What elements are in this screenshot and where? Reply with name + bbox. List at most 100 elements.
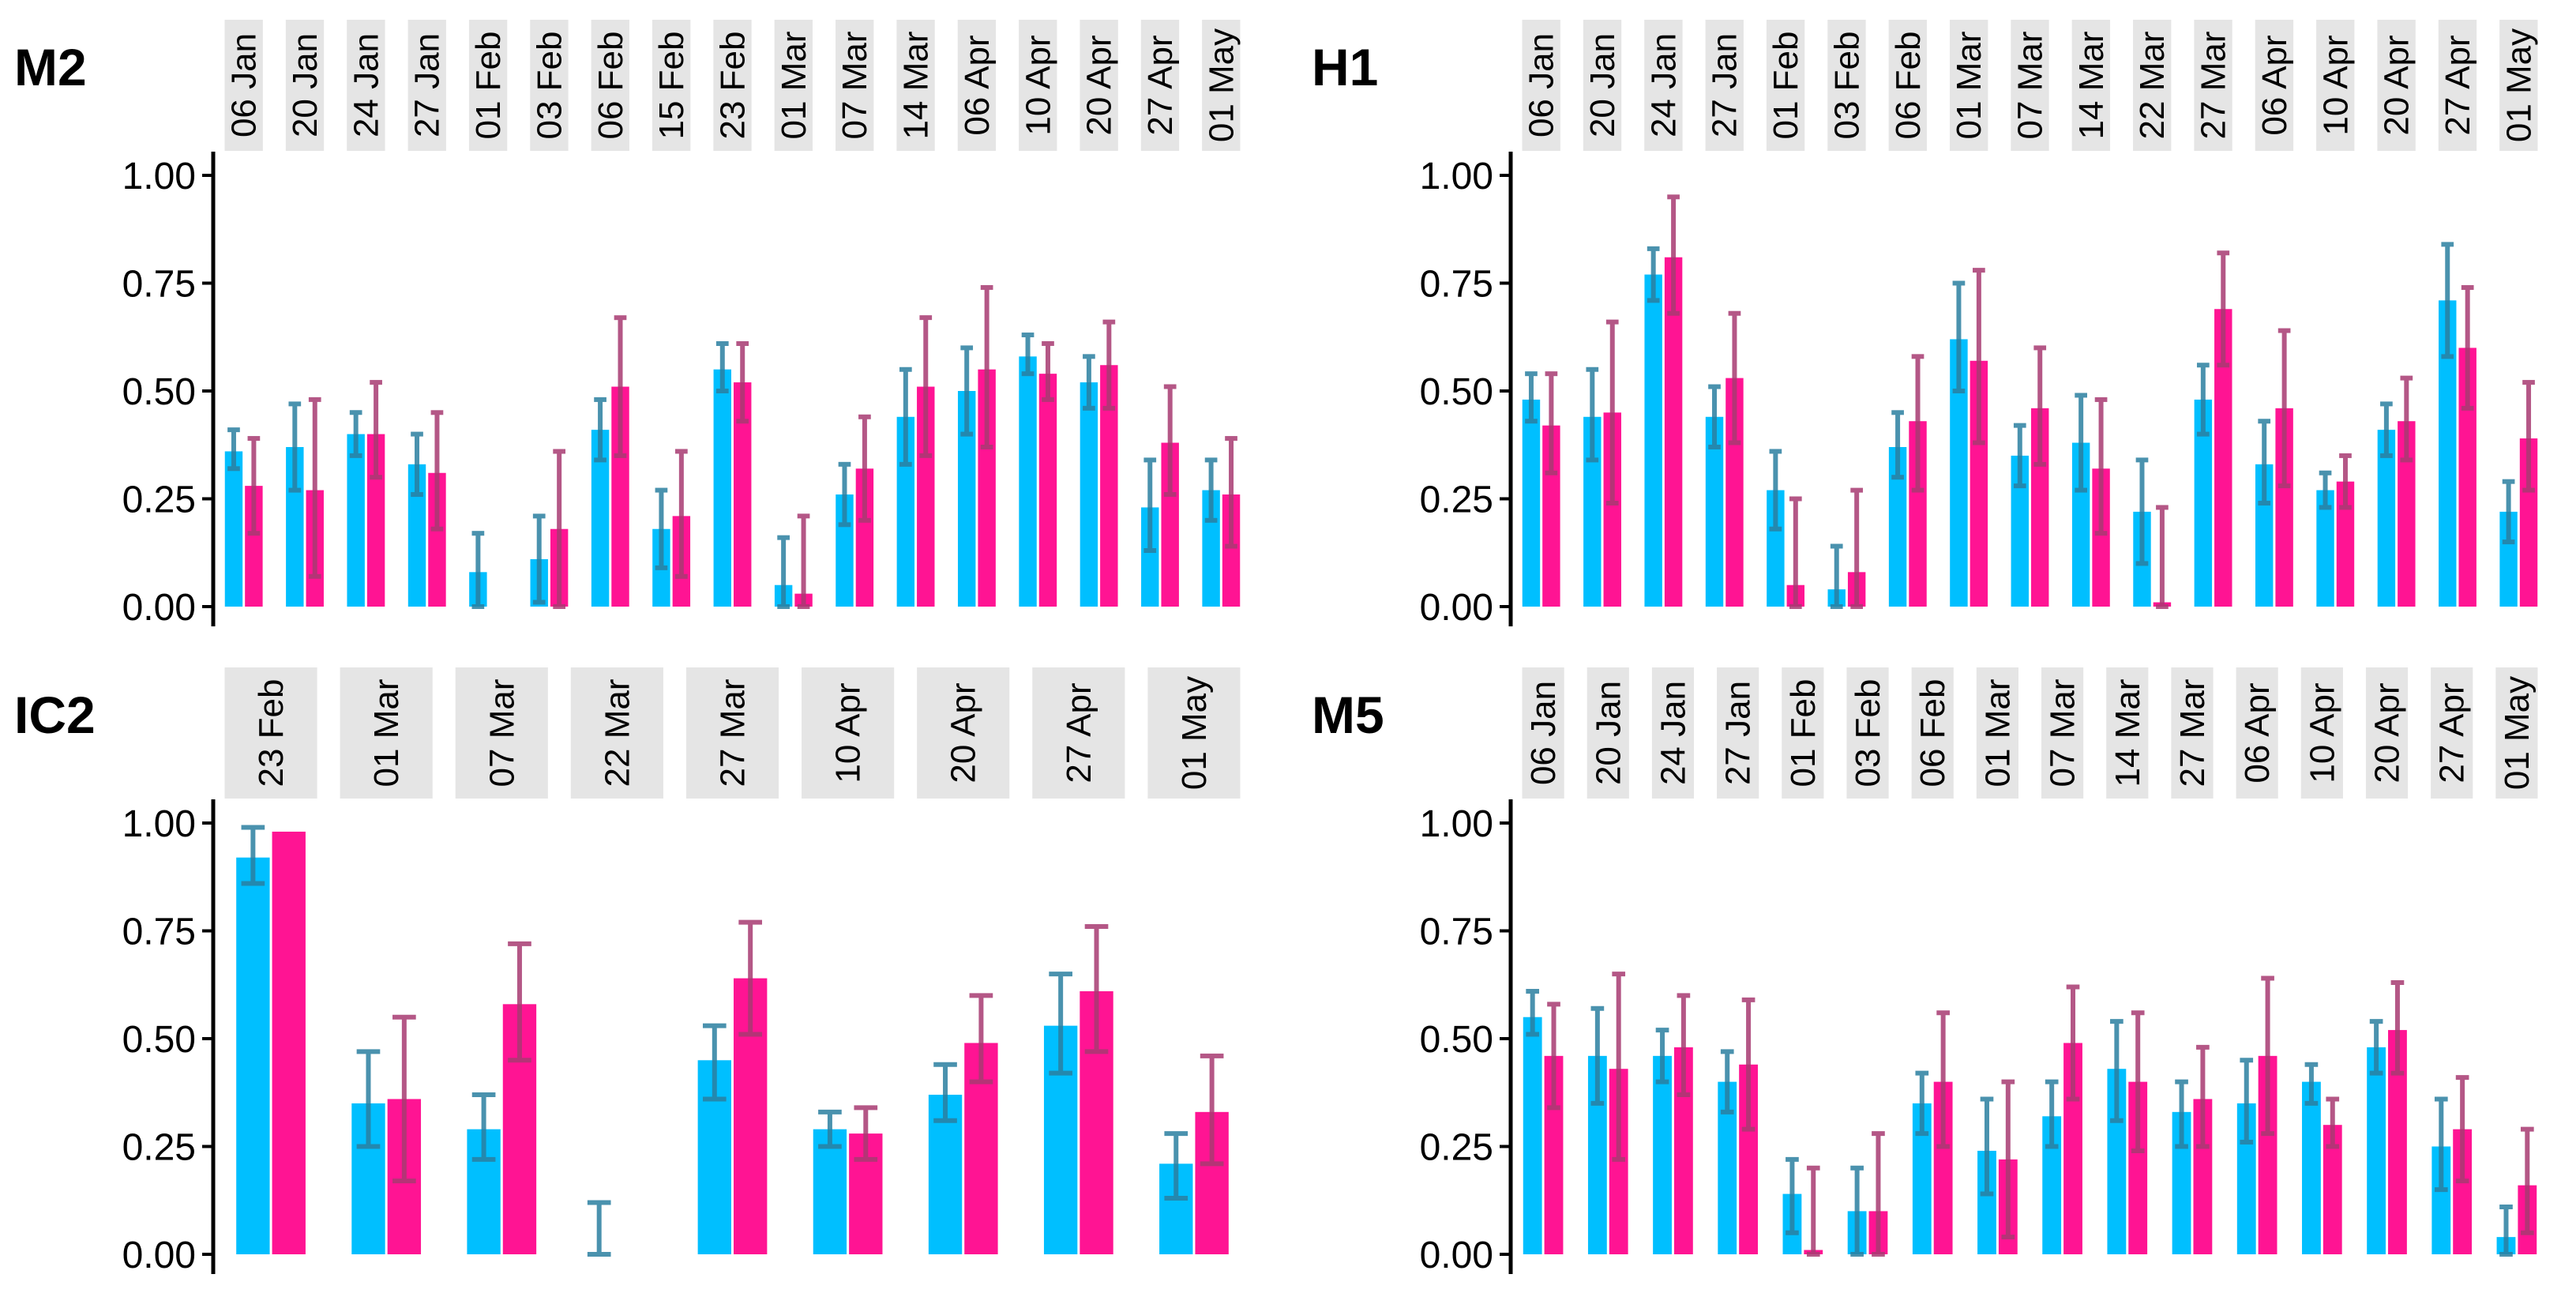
bar-blue bbox=[2316, 490, 2334, 607]
panel-h1: H1 0.00 0.25 0.50 0.75 1.00 06 Jan 20 Jan 24 Jan… bbox=[1312, 20, 2538, 629]
error-bar-pink bbox=[1612, 972, 1626, 1162]
panel-m5: M5 0.00 0.25 0.50 0.75 1.00 06 Jan 20 Jan 24 Jan… bbox=[1312, 667, 2538, 1276]
bar-pink bbox=[2258, 1055, 2277, 1254]
bar-pink bbox=[1603, 412, 1621, 607]
error-bar-pink bbox=[2277, 328, 2291, 489]
error-bar-blue bbox=[594, 397, 606, 463]
facet-strip-label: 01 Feb bbox=[1767, 32, 1805, 140]
bar-blue bbox=[1583, 416, 1602, 607]
error-bar-blue bbox=[818, 1109, 842, 1149]
facet-strip bbox=[917, 667, 1010, 799]
facet-strip bbox=[1717, 667, 1759, 799]
facet-strip bbox=[2365, 667, 2409, 799]
bar-pink bbox=[917, 386, 935, 607]
error-bar-blue bbox=[1083, 354, 1095, 411]
bar-blue bbox=[713, 369, 731, 607]
facet-strip bbox=[1911, 667, 1954, 799]
error-bar-blue bbox=[2135, 457, 2149, 566]
facet-strip bbox=[685, 667, 779, 799]
facet-strip-label: 22 Mar bbox=[2133, 32, 2172, 140]
facet-strip-label: 01 May bbox=[2498, 676, 2537, 790]
facet-strip bbox=[1522, 667, 1564, 799]
facet-strip bbox=[1782, 667, 1824, 799]
facet-strip bbox=[2316, 20, 2355, 151]
bar-blue bbox=[813, 1129, 847, 1254]
facet-strip-label: 10 Apr bbox=[829, 682, 868, 783]
facet-strip-label: 24 Jan bbox=[1644, 33, 1683, 137]
error-bar-pink bbox=[919, 315, 933, 458]
bar-pink bbox=[1725, 378, 1744, 607]
error-bar-blue bbox=[2369, 1019, 2383, 1076]
bar-pink bbox=[272, 831, 306, 1254]
error-bar-blue bbox=[1525, 371, 1538, 424]
error-bar-blue bbox=[1586, 366, 1599, 463]
error-bar-blue bbox=[2499, 1204, 2513, 1257]
facet-strip-label: 15 Feb bbox=[652, 32, 691, 140]
bar-pink bbox=[611, 386, 629, 607]
error-bar-blue bbox=[1590, 1005, 1605, 1106]
error-bar-blue bbox=[411, 431, 423, 498]
bar-blue bbox=[2377, 430, 2396, 607]
facet-strip-label: 01 Mar bbox=[367, 679, 406, 787]
facet-strip-label: 27 Mar bbox=[2173, 679, 2212, 787]
error-bar-blue bbox=[1143, 457, 1157, 554]
facet-strip-label: 27 Mar bbox=[714, 679, 753, 787]
facet-strip-label: 06 Jan bbox=[1524, 681, 1563, 785]
facet-strip bbox=[2106, 667, 2149, 799]
y-tick-label: 0.00 bbox=[122, 587, 196, 629]
facet-strip bbox=[2236, 667, 2278, 799]
bar-blue bbox=[1653, 1055, 1672, 1254]
y-tick-label: 0.75 bbox=[122, 264, 196, 306]
facet-strip bbox=[713, 20, 752, 151]
error-bar-blue bbox=[960, 345, 974, 437]
facet-strip-label: 01 May bbox=[1175, 676, 1214, 790]
error-bar-pink bbox=[1677, 993, 1691, 1097]
bar-pink bbox=[1970, 360, 1988, 607]
facet-strip bbox=[1140, 20, 1180, 151]
facet-strip bbox=[1147, 667, 1241, 799]
facet-strip bbox=[2300, 667, 2343, 799]
bar-pink bbox=[1100, 365, 1118, 607]
error-bar-pink bbox=[858, 414, 871, 523]
facet-strip bbox=[591, 20, 629, 151]
facet-strip-label: 20 Jan bbox=[286, 33, 325, 137]
facet-strip-label: 27 Apr bbox=[2433, 682, 2472, 783]
facet-strip-label: 27 Apr bbox=[1141, 35, 1180, 135]
facet-strip-label: 07 Mar bbox=[2011, 32, 2050, 140]
error-bar-blue bbox=[1720, 1049, 1734, 1114]
facet-strip bbox=[455, 667, 548, 799]
facet-strip bbox=[2011, 20, 2049, 151]
error-bar-pink bbox=[2261, 975, 2274, 1137]
facet-strip-label: 27 Mar bbox=[2195, 32, 2233, 140]
bar-pink bbox=[1664, 257, 1683, 607]
error-bar-pink bbox=[2339, 453, 2352, 510]
bar-blue bbox=[1080, 382, 1098, 607]
error-bar-blue bbox=[1164, 1131, 1188, 1201]
facet-strip-label: 20 Apr bbox=[944, 682, 983, 783]
error-bar-pink bbox=[1547, 1002, 1560, 1111]
y-tick-label: 0.50 bbox=[1420, 1019, 1493, 1061]
error-bar-pink bbox=[392, 1014, 416, 1184]
bar-blue bbox=[1019, 356, 1037, 607]
bar-blue bbox=[224, 451, 243, 607]
facet-strip-label: 20 Apr bbox=[1080, 35, 1119, 135]
facet-strip bbox=[1019, 20, 1057, 151]
error-bar-pink bbox=[2156, 505, 2169, 609]
facet-strip bbox=[957, 20, 997, 151]
facet-strip-label: 24 Jan bbox=[347, 33, 385, 137]
error-bar-blue bbox=[1526, 988, 1540, 1037]
facet-strip bbox=[652, 20, 691, 151]
bar-pink bbox=[2458, 348, 2476, 607]
facet-strip-label: 03 Feb bbox=[1849, 679, 1887, 787]
error-bar-pink bbox=[508, 941, 531, 1063]
facet-strip bbox=[1080, 20, 1118, 151]
error-bar-pink bbox=[1605, 319, 1619, 506]
y-tick-label: 1.00 bbox=[1420, 803, 1493, 845]
bar-pink bbox=[2398, 421, 2416, 607]
error-bar-pink bbox=[2400, 375, 2413, 463]
bar-pink bbox=[1933, 1081, 1953, 1254]
facet-strip bbox=[530, 20, 569, 151]
error-bar-blue bbox=[349, 410, 362, 458]
facet-strip-label: 14 Mar bbox=[2108, 679, 2147, 787]
error-bar-pink bbox=[736, 340, 749, 424]
